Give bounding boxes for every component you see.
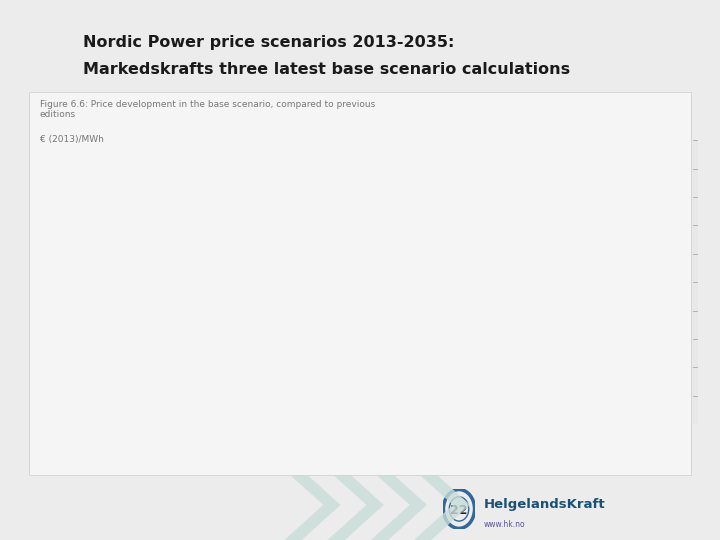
Text: Figure 6.6: Price development in the base scenario, compared to previous
edition: Figure 6.6: Price development in the bas… <box>40 100 375 119</box>
Text: HelgelandsKraft: HelgelandsKraft <box>484 498 606 511</box>
Polygon shape <box>284 470 341 540</box>
Text: Nordic Power price scenarios 2013-2035:: Nordic Power price scenarios 2013-2035: <box>83 35 454 50</box>
Legend: Base 2013 Sept, Base 2013 June, Base 2013 March: Base 2013 Sept, Base 2013 June, Base 201… <box>82 463 454 473</box>
Polygon shape <box>371 470 427 540</box>
Text: Markedskrafts three latest base scenario calculations: Markedskrafts three latest base scenario… <box>83 62 570 77</box>
Text: € (2013)/MWh: € (2013)/MWh <box>40 135 104 144</box>
Polygon shape <box>328 470 384 540</box>
Polygon shape <box>414 470 470 540</box>
Text: www.hk.no: www.hk.no <box>484 521 526 529</box>
Text: 22: 22 <box>450 504 468 517</box>
